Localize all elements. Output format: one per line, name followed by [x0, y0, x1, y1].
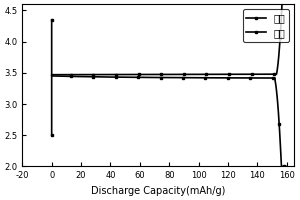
- 放电: [285, 165, 289, 168]
- 放电: [201, 77, 205, 79]
- Line: 充电: 充电: [50, 0, 288, 137]
- 充电: [201, 73, 205, 76]
- 放电: [280, 165, 284, 168]
- 放电: [89, 76, 93, 78]
- 放电: [278, 130, 281, 133]
- 充电: [89, 73, 93, 76]
- 放电: [200, 77, 204, 79]
- Line: 放电: 放电: [50, 18, 288, 168]
- X-axis label: Discharge Capacity(mAh/g): Discharge Capacity(mAh/g): [91, 186, 225, 196]
- 放电: [164, 76, 168, 79]
- 放电: [50, 19, 53, 21]
- 充电: [50, 134, 53, 136]
- 充电: [202, 73, 206, 76]
- 充电: [157, 73, 161, 76]
- Legend: 放电, 充电: 放电, 充电: [243, 9, 289, 42]
- 充电: [165, 73, 169, 76]
- 充电: [279, 31, 282, 33]
- 放电: [157, 76, 160, 79]
